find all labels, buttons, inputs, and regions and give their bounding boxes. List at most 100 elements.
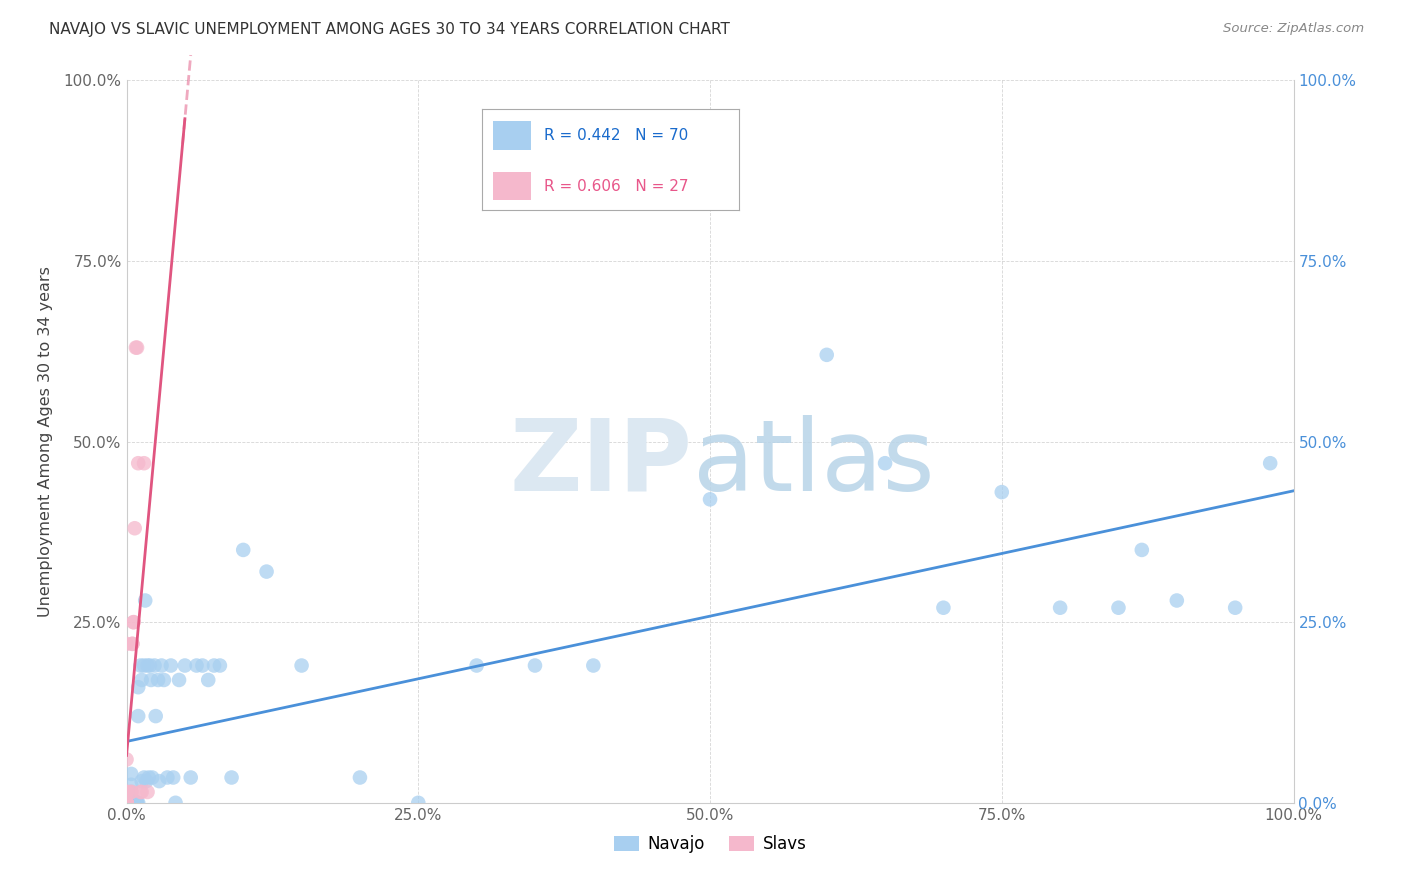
Navajo — [121, 796, 143, 810]
Text: ZIP: ZIP — [509, 415, 693, 512]
Navajo — [523, 658, 546, 673]
Slavs — [120, 785, 142, 799]
Slavs — [115, 637, 138, 651]
Navajo — [160, 658, 183, 673]
Navajo — [256, 565, 278, 579]
Navajo — [120, 785, 142, 799]
Navajo — [875, 456, 897, 470]
Slavs — [132, 456, 155, 470]
Navajo — [167, 673, 190, 687]
Navajo — [125, 796, 148, 810]
Slavs — [115, 796, 138, 810]
Navajo — [699, 492, 721, 507]
Navajo — [1223, 600, 1246, 615]
Navajo — [122, 796, 145, 810]
Slavs — [124, 521, 146, 535]
Slavs — [115, 796, 138, 810]
Navajo — [197, 673, 219, 687]
Slavs — [115, 796, 138, 810]
Navajo — [208, 658, 231, 673]
Navajo — [165, 796, 187, 810]
Slavs — [115, 752, 138, 766]
Navajo — [127, 709, 149, 723]
Navajo — [125, 796, 148, 810]
Slavs — [120, 785, 142, 799]
Navajo — [815, 348, 838, 362]
Navajo — [146, 673, 169, 687]
Navajo — [162, 771, 184, 785]
Navajo — [1130, 542, 1153, 557]
Navajo — [131, 673, 153, 687]
Slavs — [125, 341, 148, 355]
Text: atlas: atlas — [693, 415, 934, 512]
Navajo — [124, 796, 146, 810]
Slavs — [131, 785, 153, 799]
Navajo — [120, 792, 142, 806]
Navajo — [148, 774, 170, 789]
Navajo — [290, 658, 312, 673]
Slavs — [121, 637, 143, 651]
Navajo — [408, 796, 430, 810]
Slavs — [136, 785, 159, 799]
Navajo — [124, 796, 146, 810]
Slavs — [129, 785, 152, 799]
Navajo — [139, 658, 162, 673]
Navajo — [1108, 600, 1130, 615]
Navajo — [180, 771, 202, 785]
Navajo — [122, 796, 145, 810]
Navajo — [156, 771, 179, 785]
Slavs — [127, 456, 149, 470]
Navajo — [990, 485, 1012, 500]
Text: NAVAJO VS SLAVIC UNEMPLOYMENT AMONG AGES 30 TO 34 YEARS CORRELATION CHART: NAVAJO VS SLAVIC UNEMPLOYMENT AMONG AGES… — [49, 22, 730, 37]
Slavs — [125, 341, 148, 355]
Slavs — [122, 615, 145, 630]
Text: Source: ZipAtlas.com: Source: ZipAtlas.com — [1223, 22, 1364, 36]
Slavs — [121, 637, 143, 651]
Slavs — [115, 796, 138, 810]
Navajo — [145, 709, 167, 723]
Navajo — [124, 796, 146, 810]
Navajo — [932, 600, 955, 615]
Navajo — [1258, 456, 1281, 470]
Navajo — [127, 680, 149, 694]
Navajo — [134, 593, 156, 607]
Navajo — [191, 658, 214, 673]
Legend: Navajo, Slavs: Navajo, Slavs — [607, 828, 813, 860]
Navajo — [132, 771, 155, 785]
Navajo — [202, 658, 225, 673]
Navajo — [125, 796, 148, 810]
Slavs — [115, 785, 138, 799]
Navajo — [139, 673, 162, 687]
Navajo — [122, 796, 145, 810]
Slavs — [122, 615, 145, 630]
Navajo — [232, 542, 254, 557]
Navajo — [1166, 593, 1188, 607]
Navajo — [135, 774, 157, 789]
Navajo — [121, 792, 143, 806]
Navajo — [221, 771, 243, 785]
Navajo — [138, 771, 160, 785]
Slavs — [115, 796, 138, 810]
Navajo — [174, 658, 197, 673]
Navajo — [136, 658, 159, 673]
Navajo — [131, 774, 153, 789]
Navajo — [125, 796, 148, 810]
Navajo — [582, 658, 605, 673]
Navajo — [120, 767, 142, 781]
Navajo — [186, 658, 208, 673]
Navajo — [127, 796, 149, 810]
Navajo — [153, 673, 176, 687]
Navajo — [132, 658, 155, 673]
Navajo — [141, 771, 163, 785]
Slavs — [115, 785, 138, 799]
Slavs — [115, 796, 138, 810]
Y-axis label: Unemployment Among Ages 30 to 34 years: Unemployment Among Ages 30 to 34 years — [38, 266, 52, 617]
Navajo — [120, 778, 142, 792]
Navajo — [349, 771, 371, 785]
Slavs — [115, 796, 138, 810]
Navajo — [129, 658, 152, 673]
Navajo — [465, 658, 488, 673]
Slavs — [115, 785, 138, 799]
Navajo — [150, 658, 173, 673]
Navajo — [1049, 600, 1071, 615]
